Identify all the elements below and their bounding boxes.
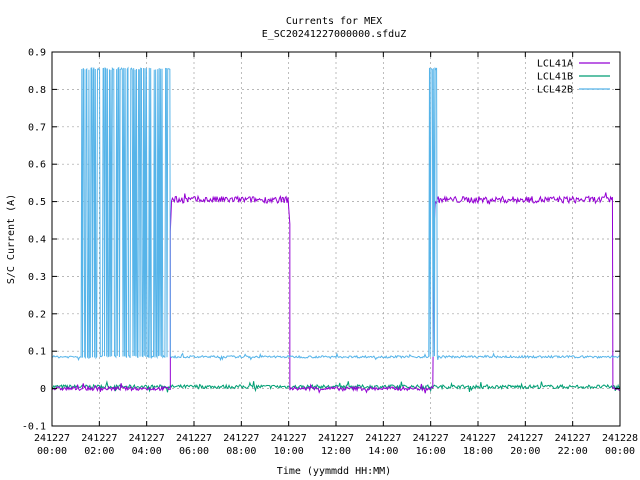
y-tick-label: 0.4	[28, 235, 46, 246]
x-tick-label-date: 241227	[176, 433, 212, 444]
x-tick-label-time: 20:00	[510, 446, 540, 457]
y-tick-label: 0.2	[28, 309, 46, 320]
x-tick-label-date: 241228	[602, 433, 638, 444]
x-tick-label-date: 241227	[223, 433, 259, 444]
y-tick-label: 0.5	[28, 197, 46, 208]
series-line-lcl42b	[51, 66, 620, 362]
y-tick-label: -0.1	[22, 422, 46, 433]
y-axis-label: S/C Current (A)	[6, 194, 17, 284]
x-tick-label-date: 241227	[129, 433, 165, 444]
y-tick-label: 0.1	[28, 347, 46, 358]
x-tick-label-date: 241227	[81, 433, 117, 444]
y-tick-label: 0	[40, 384, 46, 395]
x-tick-label-time: 18:00	[463, 446, 493, 457]
x-tick-label-time: 16:00	[416, 446, 446, 457]
series-layer	[51, 66, 621, 394]
legend-label: LCL41B	[537, 72, 573, 83]
legend-label: LCL41A	[537, 59, 573, 70]
x-tick-label-time: 04:00	[132, 446, 162, 457]
x-tick-label-date: 241227	[365, 433, 401, 444]
y-tick-label: 0.9	[28, 48, 46, 59]
x-axis-label: Time (yymmdd HH:MM)	[277, 466, 391, 477]
y-tick-label: 0.3	[28, 272, 46, 283]
x-tick-label-time: 02:00	[84, 446, 114, 457]
legend-label: LCL42B	[537, 85, 573, 96]
series-line-lcl41a	[51, 192, 620, 394]
x-tick-label-time: 08:00	[226, 446, 256, 457]
x-tick-label-time: 10:00	[274, 446, 304, 457]
tick-layer: -0.1 0 0.1 0.2 0.3 0.4 0.5 0.6 0.7 0.8 0.9 241227 00…	[22, 48, 638, 458]
y-tick-label: 0.6	[28, 160, 46, 171]
x-tick-label-time: 06:00	[179, 446, 209, 457]
x-tick-label-date: 241227	[318, 433, 354, 444]
x-tick-label-date: 241227	[34, 433, 70, 444]
x-tick-label-date: 241227	[507, 433, 543, 444]
x-tick-label-time: 00:00	[605, 446, 635, 457]
y-tick-label: 0.8	[28, 85, 46, 96]
x-tick-label-time: 12:00	[321, 446, 351, 457]
x-tick-label-date: 241227	[555, 433, 591, 444]
x-tick-label-date: 241227	[413, 433, 449, 444]
chart-title: Currents for MEX	[286, 16, 382, 27]
chart-subtitle: E_SC20241227000000.sfduZ	[262, 29, 407, 40]
x-tick-label-time: 14:00	[368, 446, 398, 457]
x-tick-label-time: 00:00	[37, 446, 67, 457]
grid-layer	[52, 52, 620, 426]
x-tick-label-date: 241227	[460, 433, 496, 444]
x-tick-label-date: 241227	[271, 433, 307, 444]
legend: LCL41A LCL41B LCL42B	[537, 59, 610, 96]
x-tick-label-time: 22:00	[558, 446, 588, 457]
series-line-lcl41b	[51, 380, 621, 393]
y-tick-label: 0.7	[28, 122, 46, 133]
